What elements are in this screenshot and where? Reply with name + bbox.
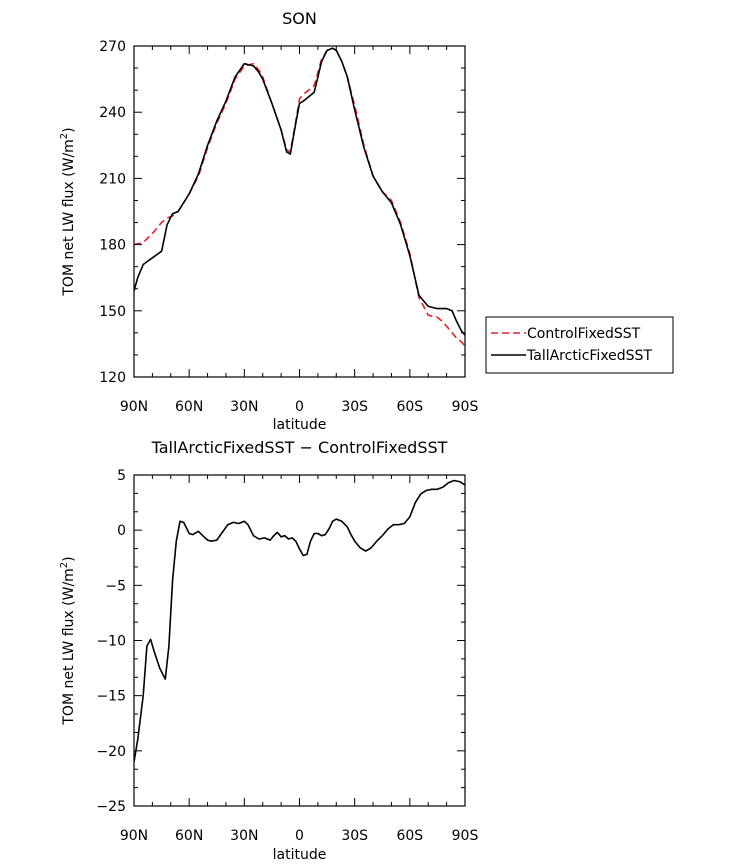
x-tick-label: 60S	[396, 399, 423, 415]
y-axis-label: TOM net LW flux (W/m2)	[59, 127, 77, 296]
legend-label: TallArcticFixedSST	[526, 348, 652, 364]
x-tick-label: 90S	[452, 399, 479, 415]
y-axis-label-close: )	[61, 127, 77, 132]
x-tick-label: 90S	[452, 828, 479, 844]
x-tick-label: 0	[295, 399, 304, 415]
y-tick-label: 240	[99, 105, 126, 121]
y-tick-label: 210	[99, 171, 126, 187]
y-axis-label-close: )	[61, 556, 77, 561]
x-tick-label: 90N	[120, 399, 148, 415]
y-tick-label: 150	[99, 304, 126, 320]
x-tick-label: 30S	[341, 828, 368, 844]
y-axis-label-superscript: 2	[59, 133, 70, 139]
legend-label: ControlFixedSST	[527, 326, 641, 342]
legend-box	[485, 316, 674, 374]
y-tick-label: 180	[99, 238, 126, 254]
difference-chart-title: TallArcticFixedSST − ControlFixedSST	[151, 438, 448, 457]
plot-frame	[133, 45, 466, 378]
series-line-tallarcticfixedsst	[134, 47, 465, 336]
y-axis-label-text: TOM net LW flux (W/m	[61, 568, 77, 725]
y-axis-label-text: TOM net LW flux (W/m	[61, 139, 77, 296]
y-tick-label: −10	[96, 634, 126, 650]
chart-title: SON	[282, 9, 317, 28]
x-tick-label: 30N	[230, 399, 258, 415]
y-tick-label: 270	[99, 39, 126, 55]
x-tick-label: 60N	[175, 828, 203, 844]
x-tick-label: 0	[295, 828, 304, 844]
series-line-controlfixedsst	[134, 47, 465, 347]
y-tick-label: −25	[96, 799, 126, 815]
x-axis-label: latitude	[273, 847, 327, 863]
x-tick-label: 60S	[396, 828, 423, 844]
x-tick-label: 30S	[341, 399, 368, 415]
y-axis-label: TOM net LW flux (W/m2)	[59, 556, 77, 725]
plot-frame	[133, 474, 466, 807]
x-tick-label: 30N	[230, 828, 258, 844]
y-axis-label-superscript: 2	[59, 562, 70, 568]
x-tick-label: 90N	[120, 828, 148, 844]
y-tick-label: 5	[117, 468, 126, 484]
x-tick-label: 60N	[175, 399, 203, 415]
difference-series-line	[134, 479, 465, 763]
y-tick-label: 120	[99, 370, 126, 386]
y-tick-label: 0	[117, 523, 126, 539]
y-tick-label: −5	[105, 578, 126, 594]
y-tick-label: −15	[96, 689, 126, 705]
x-axis-label: latitude	[273, 417, 327, 433]
y-tick-label: −20	[96, 744, 126, 760]
